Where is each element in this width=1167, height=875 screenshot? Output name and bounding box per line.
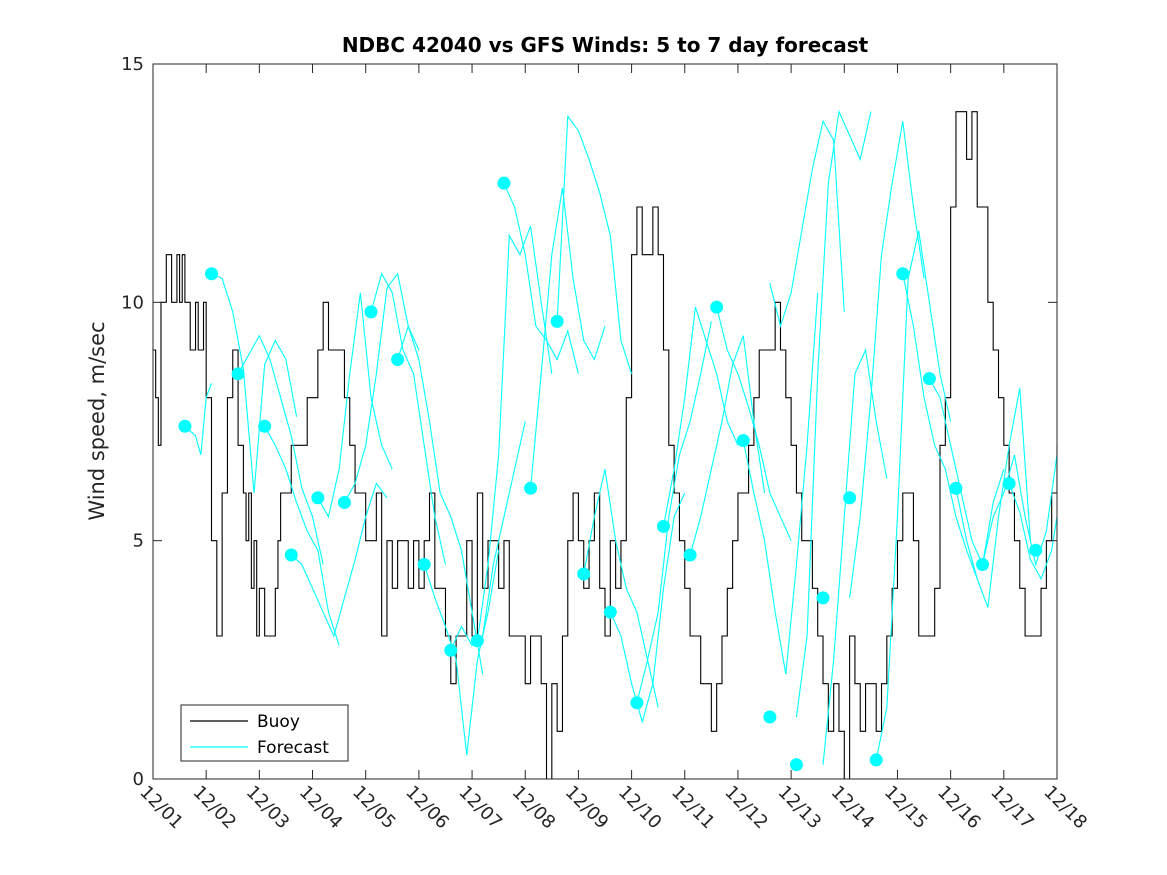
forecast-series-line-20 xyxy=(716,306,792,541)
forecast-series-line-14 xyxy=(556,114,633,375)
forecast-marker xyxy=(949,481,963,495)
forecast-marker xyxy=(763,710,777,724)
axes-background xyxy=(153,64,1057,779)
forecast-series-line-26 xyxy=(875,230,952,761)
forecast-series-line-4 xyxy=(290,482,388,638)
forecast-marker xyxy=(656,519,670,533)
forecast-series-line-24 xyxy=(822,348,888,765)
forecast-marker xyxy=(603,605,617,619)
forecast-series-line-18 xyxy=(662,306,739,527)
forecast-series-line-25 xyxy=(849,121,925,598)
forecast-marker xyxy=(922,372,936,386)
forecast-series-line-23 xyxy=(795,109,872,718)
forecast-series-line-28 xyxy=(928,378,1005,567)
forecast-series-line-3 xyxy=(264,425,340,646)
forecast-series-line-10 xyxy=(450,421,526,651)
data-layer xyxy=(153,109,1057,779)
forecast-series-line-2 xyxy=(237,334,324,565)
forecast-series-line-6 xyxy=(343,272,420,503)
forecast-marker xyxy=(683,548,697,562)
forecast-marker xyxy=(816,591,830,605)
forecast-series-line-16 xyxy=(609,492,686,724)
forecast-series-line-1 xyxy=(211,273,298,494)
forecast-series-line-12 xyxy=(503,182,579,374)
forecast-marker xyxy=(869,753,883,767)
axes-box xyxy=(152,63,1058,780)
forecast-marker xyxy=(1029,543,1043,557)
y-tick-label: 10 xyxy=(121,292,144,313)
forecast-marker xyxy=(1002,476,1016,490)
y-tick-label: 15 xyxy=(121,54,144,75)
y-axis-label: Wind speed, m/sec xyxy=(85,321,109,520)
forecast-marker xyxy=(736,434,750,448)
legend-box xyxy=(180,704,349,762)
forecast-marker xyxy=(337,496,351,510)
forecast-series-line-8 xyxy=(397,324,484,675)
forecast-marker xyxy=(470,634,484,648)
forecast-marker xyxy=(843,491,857,505)
forecast-marker xyxy=(630,696,644,710)
forecast-series-line-17 xyxy=(636,321,712,703)
forecast-marker xyxy=(311,491,325,505)
legend-label-buoy: Buoy xyxy=(257,712,300,732)
y-tick-label: 5 xyxy=(133,531,144,552)
forecast-marker xyxy=(577,567,591,581)
legend-label-forecast: Forecast xyxy=(257,738,329,758)
forecast-series-line-5 xyxy=(317,292,393,519)
forecast-series-line-30 xyxy=(982,454,1057,567)
forecast-marker xyxy=(204,267,218,281)
forecast-marker xyxy=(444,643,458,657)
forecast-series-line-29 xyxy=(955,388,1031,608)
forecast-marker xyxy=(364,305,378,319)
forecast-series-line-27 xyxy=(902,273,978,579)
forecast-marker xyxy=(497,176,511,190)
forecast-series-line-0 xyxy=(184,383,213,456)
forecast-marker xyxy=(789,758,803,772)
forecast-marker xyxy=(896,267,910,281)
forecast-series-line-31 xyxy=(1008,483,1057,581)
forecast-series-line-21 xyxy=(742,292,819,675)
forecast-marker xyxy=(284,548,298,562)
forecast-series-line-7 xyxy=(370,272,447,565)
forecast-marker xyxy=(524,481,538,495)
forecast-series-line-15 xyxy=(583,469,659,708)
forecast-marker xyxy=(231,367,245,381)
forecast-series-line-9 xyxy=(423,550,500,756)
chart-title: NDBC 42040 vs GFS Winds: 5 to 7 day fore… xyxy=(342,33,869,57)
forecast-series-line-19 xyxy=(689,335,766,556)
forecast-series-line-13 xyxy=(530,187,606,489)
forecast-marker xyxy=(550,314,564,328)
forecast-marker xyxy=(258,419,272,433)
forecast-marker xyxy=(710,300,724,314)
forecast-marker xyxy=(391,353,405,367)
forecast-marker xyxy=(976,558,990,571)
forecast-series-line-11 xyxy=(476,225,553,641)
y-tick-label: 0 xyxy=(133,769,144,790)
forecast-marker xyxy=(178,419,192,433)
forecast-series-line-22 xyxy=(769,119,845,329)
forecast-marker xyxy=(417,558,431,571)
